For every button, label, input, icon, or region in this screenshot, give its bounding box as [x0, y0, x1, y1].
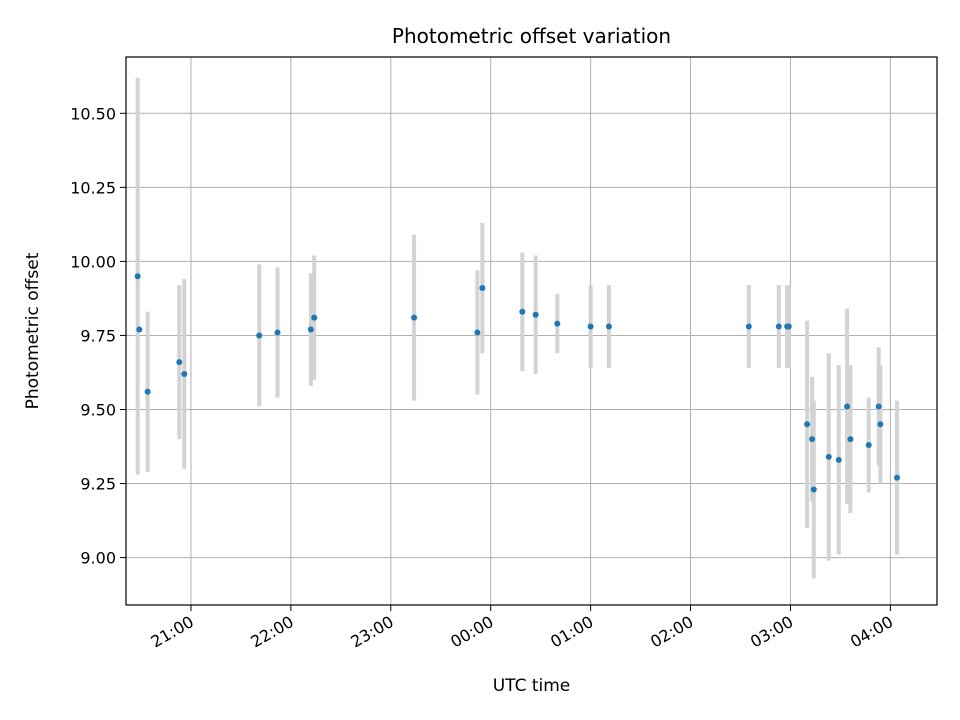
- data-point: [825, 453, 832, 460]
- data-point: [532, 311, 539, 318]
- data-point: [810, 486, 817, 493]
- data-point: [411, 314, 418, 321]
- data-point: [745, 323, 752, 330]
- data-point: [554, 320, 561, 327]
- data-point: [587, 323, 594, 330]
- data-point: [176, 359, 183, 366]
- y-tick-label: 9.50: [80, 400, 116, 419]
- data-point: [256, 332, 263, 339]
- y-tick-label: 10.25: [70, 178, 116, 197]
- data-point: [894, 474, 901, 481]
- data-point: [844, 403, 851, 410]
- y-axis-ticks: 9.00 9.25 9.50 9.75 10.00 10.25 10.50: [70, 104, 126, 568]
- axes-frame: [125, 56, 938, 606]
- data-point: [136, 326, 143, 333]
- data-point: [804, 421, 811, 428]
- data-point: [307, 326, 314, 333]
- data-point: [479, 285, 486, 292]
- data-point: [274, 329, 281, 336]
- data-point: [847, 436, 854, 443]
- data-points: [134, 273, 901, 493]
- x-axis-label: UTC time: [493, 676, 571, 696]
- data-point: [775, 323, 782, 330]
- chart-title: Photometric offset variation: [392, 24, 671, 48]
- data-point: [605, 323, 612, 330]
- y-tick-label: 9.75: [80, 326, 116, 345]
- data-point: [875, 403, 882, 410]
- data-point: [134, 273, 141, 280]
- data-point: [865, 442, 872, 449]
- y-tick-label: 10.50: [70, 104, 116, 123]
- data-point: [474, 329, 481, 336]
- y-tick-label: 9.00: [80, 549, 116, 568]
- data-point: [877, 421, 884, 428]
- y-axis-label: Photometric offset: [23, 252, 43, 409]
- data-point: [311, 314, 318, 321]
- data-point: [785, 323, 792, 330]
- data-point: [181, 370, 188, 377]
- data-point: [144, 388, 151, 395]
- data-point: [835, 456, 842, 463]
- y-tick-label: 9.25: [80, 475, 116, 494]
- data-point: [809, 436, 816, 443]
- data-point: [519, 308, 526, 315]
- y-tick-label: 10.00: [70, 252, 116, 271]
